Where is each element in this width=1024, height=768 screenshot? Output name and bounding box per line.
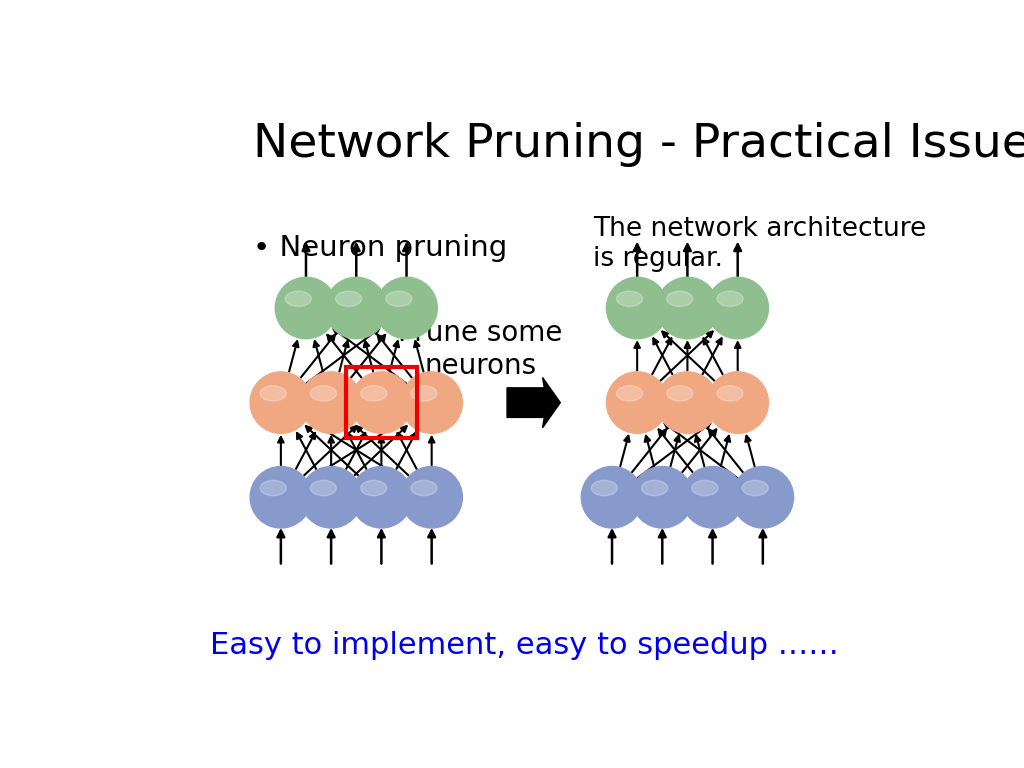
- Ellipse shape: [717, 386, 743, 401]
- Ellipse shape: [616, 386, 642, 401]
- Circle shape: [606, 372, 668, 433]
- Text: Easy to implement, easy to speedup ……: Easy to implement, easy to speedup ……: [210, 631, 840, 660]
- Ellipse shape: [360, 386, 387, 401]
- Text: Network Pruning - Practical Issue: Network Pruning - Practical Issue: [253, 121, 1024, 167]
- Text: The network architecture
is regular.: The network architecture is regular.: [593, 217, 926, 273]
- Ellipse shape: [641, 480, 668, 495]
- Ellipse shape: [336, 291, 361, 306]
- Ellipse shape: [717, 291, 743, 306]
- Ellipse shape: [411, 480, 437, 495]
- Ellipse shape: [667, 386, 693, 401]
- Bar: [346, 367, 417, 438]
- Ellipse shape: [286, 291, 311, 306]
- Circle shape: [656, 277, 718, 339]
- Ellipse shape: [591, 480, 617, 495]
- Circle shape: [582, 466, 643, 528]
- Circle shape: [632, 466, 693, 528]
- Text: • Neuron pruning: • Neuron pruning: [253, 234, 507, 262]
- Ellipse shape: [310, 480, 337, 495]
- Circle shape: [275, 277, 337, 339]
- Circle shape: [300, 372, 361, 433]
- Ellipse shape: [386, 291, 412, 306]
- Ellipse shape: [742, 480, 768, 495]
- Ellipse shape: [692, 480, 718, 495]
- Circle shape: [401, 372, 463, 433]
- Circle shape: [732, 466, 794, 528]
- Ellipse shape: [667, 291, 693, 306]
- Circle shape: [350, 466, 412, 528]
- Ellipse shape: [616, 291, 642, 306]
- Circle shape: [376, 277, 437, 339]
- Circle shape: [326, 277, 387, 339]
- Circle shape: [707, 372, 768, 433]
- Ellipse shape: [260, 386, 287, 401]
- Circle shape: [707, 277, 768, 339]
- Ellipse shape: [310, 386, 337, 401]
- Circle shape: [250, 466, 311, 528]
- Circle shape: [250, 372, 311, 433]
- Circle shape: [300, 466, 361, 528]
- Ellipse shape: [411, 386, 437, 401]
- Circle shape: [606, 277, 668, 339]
- Circle shape: [350, 372, 412, 433]
- Circle shape: [656, 372, 718, 433]
- Text: Prune some
neurons: Prune some neurons: [398, 319, 562, 379]
- FancyArrow shape: [507, 378, 560, 428]
- Circle shape: [682, 466, 743, 528]
- Ellipse shape: [260, 480, 287, 495]
- Circle shape: [401, 466, 463, 528]
- Ellipse shape: [360, 480, 387, 495]
